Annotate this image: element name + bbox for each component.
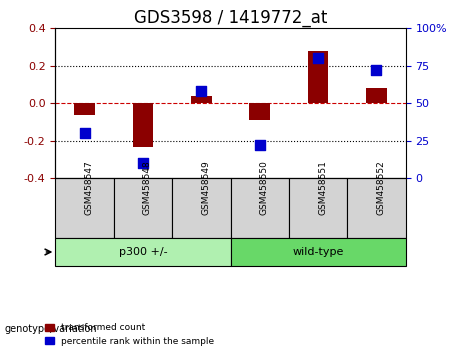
Text: GSM458547: GSM458547 xyxy=(84,160,94,215)
Text: wild-type: wild-type xyxy=(292,247,344,257)
Bar xyxy=(308,51,328,103)
Text: GSM458548: GSM458548 xyxy=(143,160,152,215)
FancyBboxPatch shape xyxy=(230,239,406,266)
Text: GSM458549: GSM458549 xyxy=(201,160,210,215)
Bar xyxy=(249,103,270,120)
FancyBboxPatch shape xyxy=(172,178,230,239)
Text: GSM458550: GSM458550 xyxy=(260,160,269,215)
FancyBboxPatch shape xyxy=(347,178,406,239)
Text: GSM458551: GSM458551 xyxy=(318,160,327,215)
FancyBboxPatch shape xyxy=(55,239,230,266)
Point xyxy=(81,131,88,136)
Bar xyxy=(191,96,212,103)
FancyBboxPatch shape xyxy=(114,178,172,239)
Text: genotype/variation: genotype/variation xyxy=(5,324,97,334)
Point xyxy=(139,161,147,166)
Legend: transformed count, percentile rank within the sample: transformed count, percentile rank withi… xyxy=(41,320,218,349)
Point xyxy=(314,56,322,61)
Point xyxy=(373,68,380,73)
Bar xyxy=(133,103,153,147)
FancyBboxPatch shape xyxy=(55,178,114,239)
FancyBboxPatch shape xyxy=(230,178,289,239)
Text: GSM458552: GSM458552 xyxy=(377,160,385,215)
Point xyxy=(256,143,263,148)
FancyBboxPatch shape xyxy=(289,178,347,239)
Title: GDS3598 / 1419772_at: GDS3598 / 1419772_at xyxy=(134,9,327,27)
Bar xyxy=(74,103,95,115)
Point xyxy=(198,88,205,94)
Bar xyxy=(366,88,387,103)
Text: p300 +/-: p300 +/- xyxy=(118,247,167,257)
